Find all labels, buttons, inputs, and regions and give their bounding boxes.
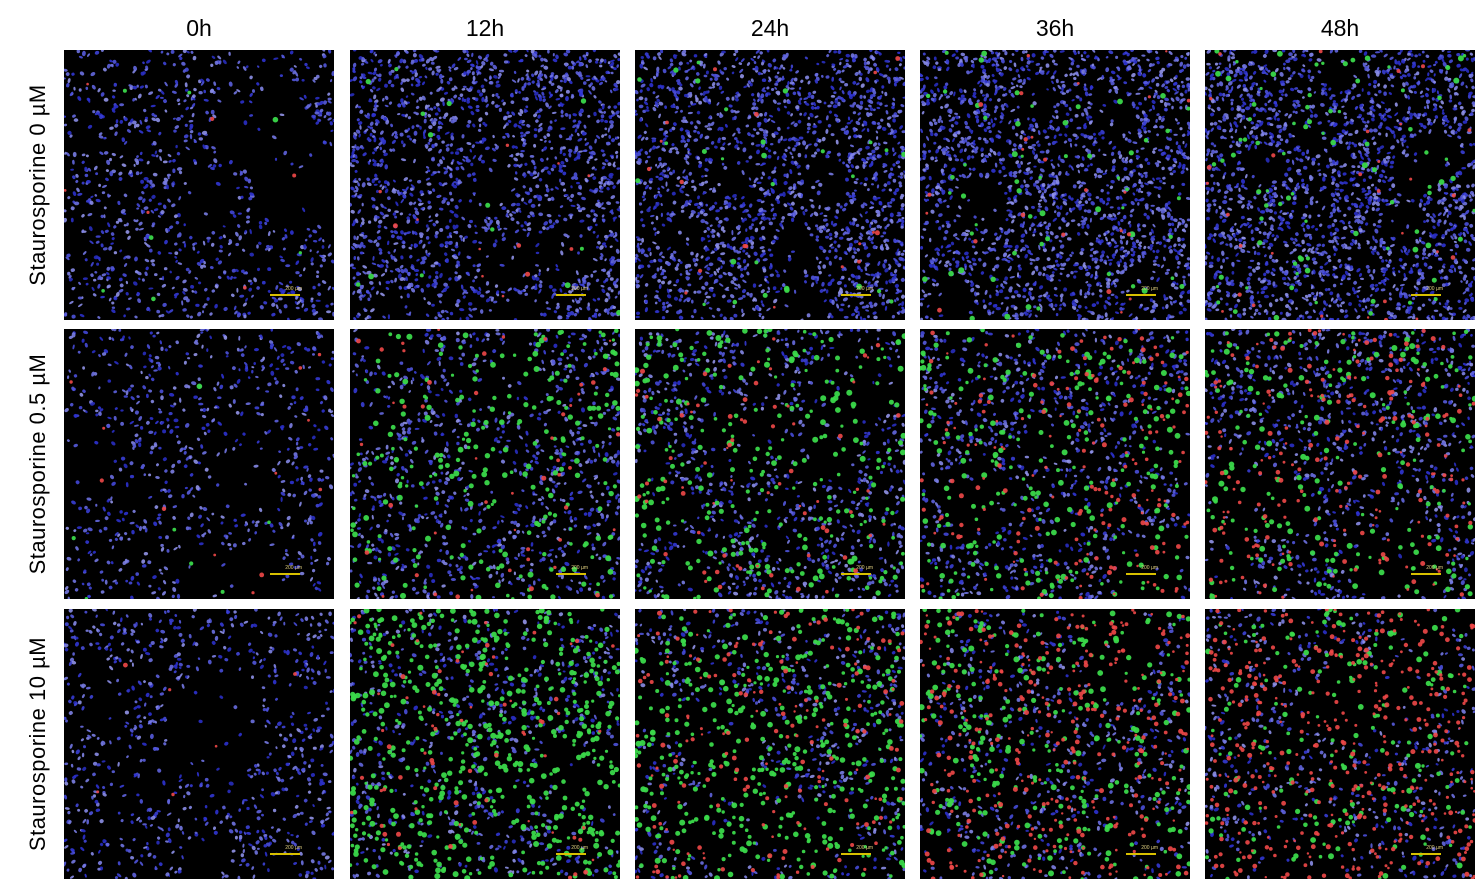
scale-bar-label: 200 µm: [1426, 845, 1443, 851]
micrograph-image: [635, 329, 905, 599]
scale-bar: [841, 853, 871, 855]
row-label-text: Staurosporine 10 µM: [25, 636, 50, 852]
scale-bar: [1126, 573, 1156, 575]
micrograph-panel: 200 µm: [64, 329, 334, 599]
micrograph-image: [920, 50, 1190, 320]
scale-bar: [841, 573, 871, 575]
scale-bar: [270, 294, 300, 296]
scale-bar: [556, 573, 586, 575]
scale-bar-label: 200 µm: [285, 286, 302, 292]
column-header-36h: 36h: [1035, 15, 1075, 41]
micrograph-image: [350, 50, 620, 320]
scale-bar: [556, 853, 586, 855]
scale-bar-label: 200 µm: [571, 845, 588, 851]
micrograph-image: [920, 329, 1190, 599]
scale-bar: [556, 294, 586, 296]
scale-bar-label: 200 µm: [1141, 845, 1158, 851]
micrograph-image: [920, 609, 1190, 879]
micrograph-panel: 200 µm: [350, 329, 620, 599]
scale-bar-label: 200 µm: [856, 286, 873, 292]
micrograph-image: [635, 50, 905, 320]
scale-bar-label: 200 µm: [1426, 565, 1443, 571]
micrograph-image: [1205, 50, 1475, 320]
scale-bar-label: 200 µm: [571, 286, 588, 292]
scale-bar: [1126, 853, 1156, 855]
scale-bar-label: 200 µm: [1141, 565, 1158, 571]
micrograph-image: [64, 329, 334, 599]
row-label-0uM: Staurosporine 0 µM: [18, 50, 58, 320]
micrograph-panel: 200 µm: [64, 50, 334, 320]
scale-bar-label: 200 µm: [285, 565, 302, 571]
micrograph-panel: 200 µm: [1205, 609, 1475, 879]
column-header-12h: 12h: [465, 15, 505, 41]
scale-bar-label: 200 µm: [571, 565, 588, 571]
scale-bar-label: 200 µm: [856, 845, 873, 851]
row-label-text: Staurosporine 0.5 µM: [25, 353, 50, 575]
scale-bar-label: 200 µm: [1426, 286, 1443, 292]
column-header-0h: 0h: [186, 15, 212, 41]
scale-bar: [1411, 573, 1441, 575]
scale-bar-label: 200 µm: [856, 565, 873, 571]
micrograph-image: [64, 50, 334, 320]
scale-bar: [1126, 294, 1156, 296]
micrograph-panel: 200 µm: [64, 609, 334, 879]
scale-bar-label: 200 µm: [285, 845, 302, 851]
row-label-0-5uM: Staurosporine 0.5 µM: [18, 329, 58, 599]
scale-bar: [841, 294, 871, 296]
micrograph-image: [64, 609, 334, 879]
scale-bar: [1411, 294, 1441, 296]
column-header-48h: 48h: [1320, 15, 1360, 41]
scale-bar: [270, 573, 300, 575]
micrograph-panel: 200 µm: [920, 329, 1190, 599]
micrograph-panel: 200 µm: [1205, 50, 1475, 320]
row-label-10uM: Staurosporine 10 µM: [18, 609, 58, 879]
micrograph-panel: 200 µm: [350, 50, 620, 320]
micrograph-panel: 200 µm: [920, 50, 1190, 320]
micrograph-panel: 200 µm: [635, 50, 905, 320]
scale-bar-label: 200 µm: [1141, 286, 1158, 292]
micrograph-image: [350, 329, 620, 599]
micrograph-panel: 200 µm: [635, 329, 905, 599]
micrograph-image: [350, 609, 620, 879]
micrograph-panel: 200 µm: [635, 609, 905, 879]
micrograph-image: [1205, 329, 1475, 599]
micrograph-image: [1205, 609, 1475, 879]
scale-bar: [1411, 853, 1441, 855]
micrograph-panel: 200 µm: [1205, 329, 1475, 599]
scale-bar: [270, 853, 300, 855]
micrograph-image: [635, 609, 905, 879]
row-label-text: Staurosporine 0 µM: [25, 84, 50, 286]
micrograph-panel: 200 µm: [350, 609, 620, 879]
column-header-24h: 24h: [750, 15, 790, 41]
micrograph-panel: 200 µm: [920, 609, 1190, 879]
